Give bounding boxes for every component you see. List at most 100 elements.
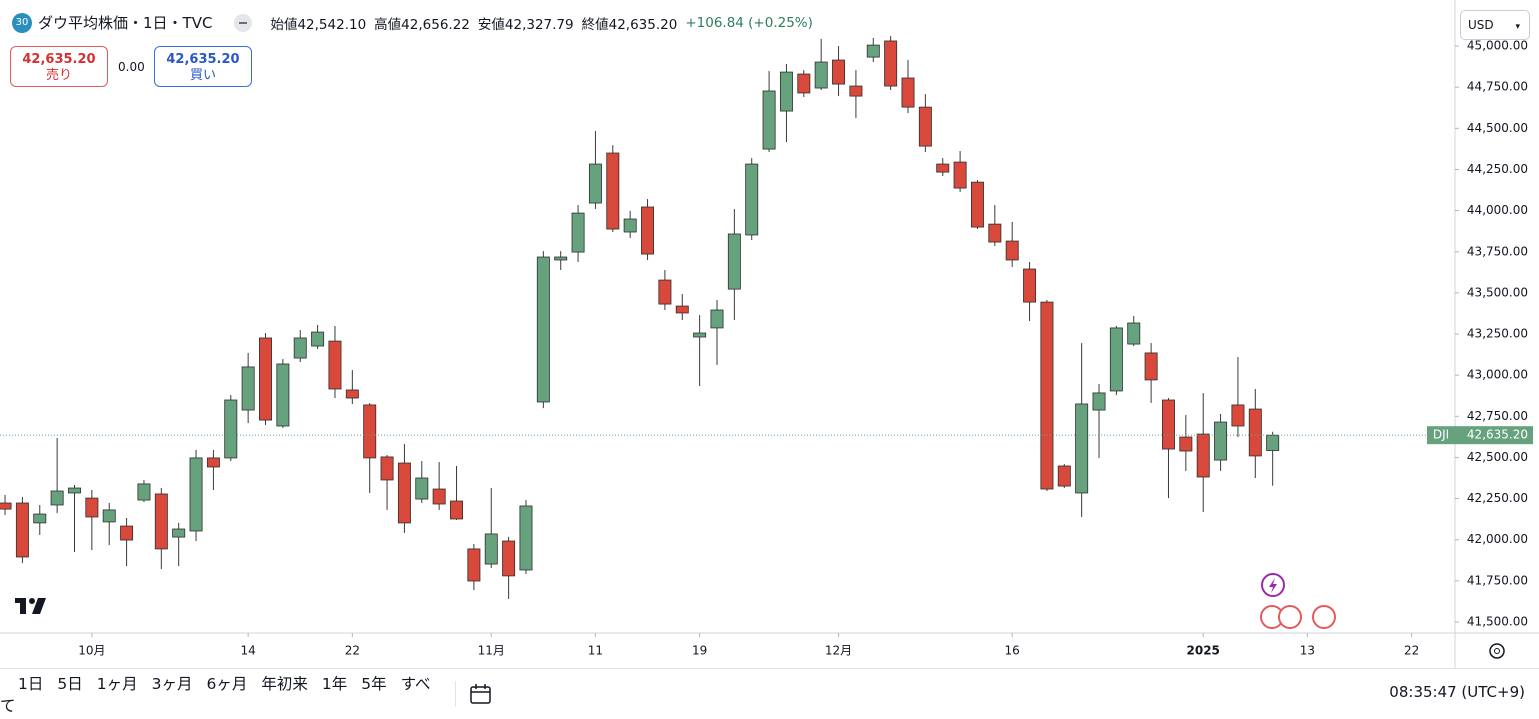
range-button[interactable]: 3ヶ月 (151, 675, 193, 693)
candle-body (1162, 399, 1175, 450)
symbol-tag-box (1427, 426, 1455, 445)
candle-body (953, 161, 967, 189)
settings-icon[interactable] (1489, 643, 1505, 659)
x-tick-label: 12月 (825, 644, 852, 658)
ohlc-value: 42,656.22 (401, 16, 470, 33)
ohlc-item: 終値42,635.20 (582, 13, 678, 33)
currency-select[interactable]: USD ▾ (1460, 10, 1530, 40)
y-tick-label: 44,250.00 (1467, 162, 1528, 176)
sell-button[interactable]: 42,635.20 売り (10, 46, 108, 87)
candle-body (276, 363, 290, 427)
candle-body (1248, 408, 1262, 457)
candle-body (1057, 465, 1071, 487)
range-button[interactable]: 5年 (361, 675, 387, 693)
candle-body (172, 528, 186, 538)
candle-body (1092, 392, 1106, 411)
range-button[interactable]: 年初来 (261, 675, 308, 693)
date-range-icon[interactable] (468, 682, 494, 706)
candles (0, 36, 1280, 599)
currency: USD (1468, 18, 1494, 32)
candle-body (68, 487, 81, 494)
candle-body (432, 488, 446, 505)
candle-body (328, 340, 342, 390)
x-tick-label: 22 (345, 644, 360, 658)
x-tick-label: 2025 (1187, 644, 1220, 658)
candle-body (901, 77, 915, 108)
x-tick-label: 10月 (78, 644, 105, 658)
buy-button[interactable]: 42,635.20 買い (154, 46, 252, 87)
buy-label: 買い (189, 68, 216, 83)
candle-body (1075, 403, 1089, 494)
candle-body (988, 223, 1002, 243)
legend-header: 30 ダウ平均株価・1日・TVC 始値42,542.10 高値42,656.22… (12, 12, 813, 33)
candle-body (693, 332, 707, 338)
candle-body (814, 61, 828, 89)
candle-body (345, 389, 359, 399)
range-button[interactable]: 1日 (18, 675, 44, 693)
candle-body (1231, 404, 1245, 427)
candle-body (918, 106, 932, 147)
y-tick-label: 42,750.00 (1467, 409, 1528, 423)
separator (455, 681, 457, 707)
ohlc-item: 安値42,327.79 (478, 13, 574, 33)
range-button[interactable]: 1ヶ月 (96, 675, 138, 693)
candle-body (189, 457, 203, 532)
candle-body (50, 490, 64, 506)
tv-logo (15, 598, 46, 614)
candle-body (120, 525, 134, 541)
symbol-title[interactable]: ダウ平均株価・1日・TVC (38, 14, 213, 32)
candle-body (606, 152, 620, 230)
candle-body (33, 513, 47, 524)
candle-body (102, 509, 116, 523)
candle-body (502, 540, 516, 577)
candle-body (623, 218, 637, 233)
y-tick-label: 43,750.00 (1467, 244, 1528, 258)
y-tick-label: 45,000.00 (1467, 39, 1528, 53)
candle-body (450, 500, 463, 520)
sell-label: 売り (45, 68, 72, 83)
candle-body (1144, 352, 1158, 381)
ohlc-value: 42,635.20 (608, 16, 678, 33)
candle-body (779, 71, 793, 112)
event-icons[interactable] (1260, 573, 1336, 629)
x-tick-label: 19 (692, 644, 707, 658)
candle-body (259, 337, 272, 421)
range-button[interactable]: 6ヶ月 (206, 675, 248, 693)
symbol-badge: 30 (12, 12, 32, 33)
y-tick-label: 43,500.00 (1467, 285, 1528, 299)
candle-body (1196, 433, 1210, 478)
range-button[interactable]: 5日 (57, 675, 83, 693)
y-tick-label: 41,500.00 (1467, 614, 1528, 628)
clock: 08:35:47 (UTC+9) (1389, 683, 1525, 701)
candle-body (363, 404, 377, 459)
candle-body (1179, 436, 1193, 452)
y-tick-label: 44,750.00 (1467, 80, 1528, 94)
candle-body (311, 331, 325, 347)
y-tick-label: 42,000.00 (1467, 532, 1528, 546)
y-tick-label: 41,750.00 (1467, 573, 1528, 587)
x-tick-label: 11月 (478, 644, 505, 658)
candle-body (1266, 434, 1280, 451)
range-button[interactable]: すべて (0, 675, 431, 715)
x-tick-label: 22 (1404, 644, 1419, 658)
candle-body (137, 483, 151, 501)
candle-body (1005, 240, 1019, 261)
y-tick-label: 42,250.00 (1467, 491, 1528, 505)
range-group: 1日 5日 1ヶ月 3ヶ月 6ヶ月 年初来 1年 5年 すべて (0, 672, 441, 716)
symbol-tag: DJI (1433, 428, 1449, 442)
range-button[interactable]: 1年 (321, 675, 348, 693)
ohlc-label: 安値 (477, 16, 505, 33)
ohlc-label: 始値 (270, 16, 298, 33)
candle-body (710, 309, 724, 329)
x-tick-label: 16 (1005, 644, 1020, 658)
candle-body (884, 40, 898, 87)
candle-body (554, 256, 568, 261)
candle-body (658, 279, 672, 305)
spread: 0.00 (118, 60, 145, 74)
hide-toggle[interactable] (234, 13, 253, 32)
candle-body (241, 366, 255, 411)
candle-body (936, 163, 950, 173)
x-tick-label: 14 (241, 644, 256, 658)
candle-body (536, 256, 550, 403)
